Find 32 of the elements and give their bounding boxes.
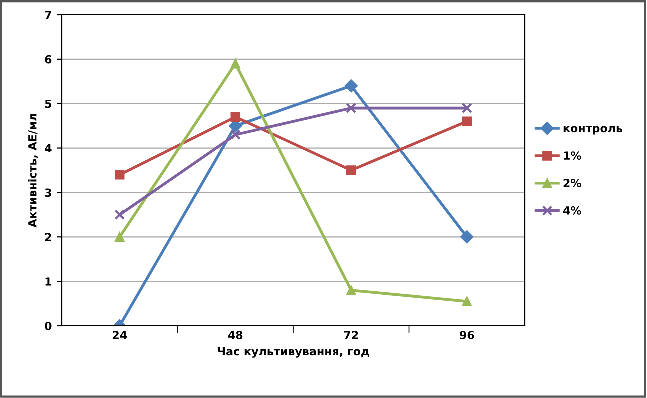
y-tick-label: 2 <box>45 233 52 242</box>
y-tick-label: 0 <box>45 322 52 330</box>
y-tick-label: 6 <box>45 55 52 64</box>
x-tick-label: 48 <box>228 331 243 340</box>
legend-label: контроль <box>564 126 623 135</box>
point <box>462 103 472 114</box>
x-tick-label: 72 <box>344 331 358 340</box>
legend-label: 4% <box>563 206 582 215</box>
y-axis-title: Активність, АЕ/мл <box>28 114 38 228</box>
y-tick-label: 3 <box>45 188 52 198</box>
point <box>115 170 125 180</box>
point <box>230 59 240 69</box>
legend-label: 1% <box>564 152 582 160</box>
y-tick-label: 4 <box>45 144 52 153</box>
y-tick-label: 7 <box>45 11 52 20</box>
x-tick-label: 24 <box>113 331 128 340</box>
point <box>462 296 472 306</box>
y-tick-label: 1 <box>46 278 52 286</box>
point <box>346 166 356 176</box>
point <box>346 286 356 296</box>
point <box>230 130 241 140</box>
point <box>230 112 240 122</box>
legend-label: 2% <box>564 179 582 188</box>
point <box>346 103 357 114</box>
point <box>462 116 472 126</box>
point <box>460 230 474 244</box>
y-tick-label: 5 <box>45 100 52 108</box>
x-axis-title: Час культивування, год <box>218 347 370 358</box>
point <box>115 232 125 242</box>
x-tick-label: 96 <box>460 331 474 340</box>
point <box>114 210 126 220</box>
point <box>344 80 358 93</box>
